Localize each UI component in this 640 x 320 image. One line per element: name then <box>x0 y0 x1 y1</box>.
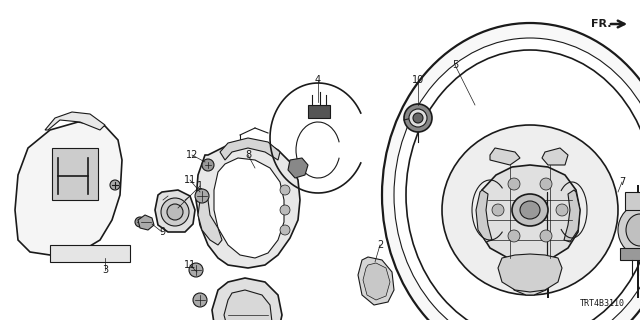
Text: 3: 3 <box>102 265 108 275</box>
Polygon shape <box>363 263 390 300</box>
Polygon shape <box>478 165 580 262</box>
Text: 12: 12 <box>186 150 198 160</box>
Ellipse shape <box>406 50 640 320</box>
Polygon shape <box>138 215 154 230</box>
Ellipse shape <box>280 205 290 215</box>
Polygon shape <box>214 158 284 258</box>
Bar <box>52 148 98 200</box>
Ellipse shape <box>508 230 520 242</box>
Ellipse shape <box>280 225 290 235</box>
Text: 9: 9 <box>159 227 165 237</box>
Polygon shape <box>198 190 222 245</box>
Text: 11: 11 <box>184 175 196 185</box>
Ellipse shape <box>540 230 552 242</box>
Polygon shape <box>308 105 330 118</box>
Ellipse shape <box>195 189 209 203</box>
Text: 4: 4 <box>315 75 321 85</box>
Ellipse shape <box>189 263 203 277</box>
Polygon shape <box>498 254 562 292</box>
Text: FR.: FR. <box>591 19 611 29</box>
Ellipse shape <box>409 109 427 127</box>
Ellipse shape <box>193 293 207 307</box>
Ellipse shape <box>110 180 120 190</box>
Text: TRT4B3110: TRT4B3110 <box>580 299 625 308</box>
Text: 11: 11 <box>184 260 196 270</box>
Ellipse shape <box>167 204 183 220</box>
Text: 10: 10 <box>412 75 424 85</box>
Bar <box>620 248 640 260</box>
Ellipse shape <box>202 159 214 171</box>
Text: 8: 8 <box>245 150 251 160</box>
Ellipse shape <box>540 178 552 190</box>
Ellipse shape <box>626 214 640 246</box>
Polygon shape <box>155 190 195 232</box>
Polygon shape <box>45 112 105 130</box>
Polygon shape <box>564 190 580 242</box>
Ellipse shape <box>394 38 640 320</box>
Ellipse shape <box>508 178 520 190</box>
Polygon shape <box>542 148 568 165</box>
Polygon shape <box>358 257 394 305</box>
Text: 2: 2 <box>377 240 383 250</box>
Polygon shape <box>476 190 492 242</box>
Ellipse shape <box>492 204 504 216</box>
Polygon shape <box>196 140 300 268</box>
Polygon shape <box>15 122 122 255</box>
Polygon shape <box>224 290 272 320</box>
Ellipse shape <box>382 23 640 320</box>
Ellipse shape <box>413 113 423 123</box>
Ellipse shape <box>520 201 540 219</box>
Polygon shape <box>288 158 308 178</box>
Text: 1: 1 <box>197 181 203 191</box>
Polygon shape <box>508 258 552 295</box>
Text: 7: 7 <box>619 177 625 187</box>
Ellipse shape <box>135 217 145 227</box>
Polygon shape <box>220 138 280 160</box>
Ellipse shape <box>404 104 432 132</box>
Polygon shape <box>490 148 520 165</box>
Ellipse shape <box>556 204 568 216</box>
Polygon shape <box>50 245 130 262</box>
Polygon shape <box>212 278 282 320</box>
Ellipse shape <box>442 125 618 295</box>
Ellipse shape <box>618 205 640 255</box>
Ellipse shape <box>161 198 189 226</box>
Ellipse shape <box>280 185 290 195</box>
Ellipse shape <box>512 194 548 226</box>
Bar <box>625 192 640 210</box>
Text: 5: 5 <box>452 60 458 70</box>
